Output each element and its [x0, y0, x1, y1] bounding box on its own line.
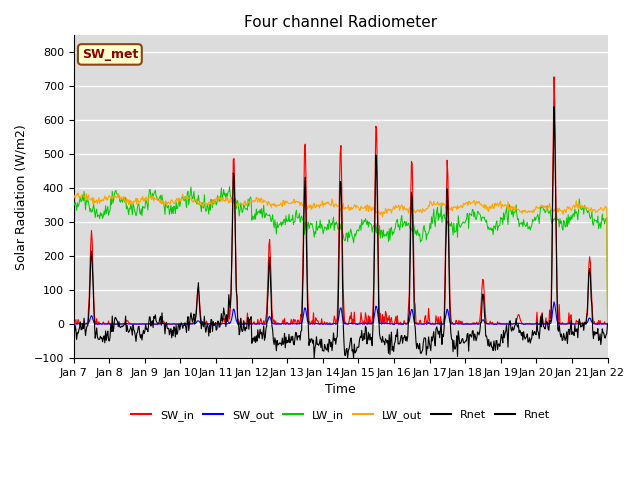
LW_in: [406, 226, 414, 231]
Rnet: [422, 336, 429, 341]
SW_out: [70, 321, 77, 327]
SW_out: [422, 320, 429, 326]
LW_out: [406, 205, 414, 211]
Rnet: [217, 317, 225, 323]
Legend: SW_in, SW_out, LW_in, LW_out, Rnet, Rnet: SW_in, SW_out, LW_in, LW_out, Rnet, Rnet: [127, 406, 554, 425]
LW_out: [135, 199, 143, 205]
LW_out: [604, 321, 611, 327]
SW_in: [422, 313, 429, 319]
Rnet: [79, 326, 87, 332]
Rnet: [349, 355, 357, 361]
Y-axis label: Solar Radiation (W/m2): Solar Radiation (W/m2): [15, 124, 28, 270]
LW_out: [422, 206, 429, 212]
LW_in: [70, 203, 77, 208]
SW_in: [70, 320, 77, 325]
SW_in: [406, 240, 414, 245]
LW_in: [79, 198, 87, 204]
SW_out: [217, 321, 225, 327]
Line: Rnet: Rnet: [74, 107, 607, 358]
LW_out: [189, 199, 197, 205]
SW_in: [135, 321, 143, 327]
LW_in: [422, 228, 429, 234]
LW_in: [134, 201, 142, 206]
SW_out: [189, 321, 196, 327]
LW_out: [80, 194, 88, 200]
LW_in: [217, 192, 225, 198]
LW_in: [189, 196, 196, 202]
Line: SW_in: SW_in: [74, 77, 607, 324]
SW_out: [353, 322, 361, 327]
SW_out: [134, 321, 142, 327]
Rnet: [604, 321, 611, 327]
LW_in: [226, 184, 234, 190]
SW_in: [218, 321, 225, 327]
Line: LW_out: LW_out: [74, 193, 607, 324]
LW_out: [74, 190, 82, 196]
Line: SW_out: SW_out: [74, 302, 607, 324]
SW_out: [550, 299, 558, 305]
Title: Four channel Radiometer: Four channel Radiometer: [244, 15, 437, 30]
SW_in: [80, 321, 88, 327]
SW_out: [79, 321, 87, 327]
SW_in: [70, 321, 78, 327]
SW_in: [189, 320, 197, 326]
Rnet: [134, 324, 142, 330]
LW_out: [70, 192, 77, 198]
Line: LW_in: LW_in: [74, 187, 607, 324]
SW_out: [406, 314, 414, 320]
LW_in: [604, 321, 611, 327]
Rnet: [70, 331, 77, 336]
LW_out: [218, 195, 225, 201]
SW_in: [550, 74, 558, 80]
SW_in: [604, 321, 611, 327]
Text: SW_met: SW_met: [82, 48, 138, 61]
Rnet: [189, 319, 196, 325]
Rnet: [406, 268, 414, 274]
SW_out: [604, 321, 611, 327]
Rnet: [550, 104, 558, 109]
X-axis label: Time: Time: [325, 383, 356, 396]
